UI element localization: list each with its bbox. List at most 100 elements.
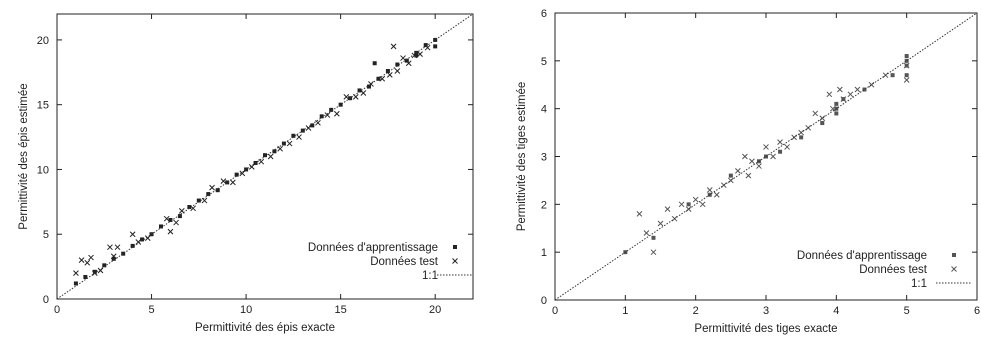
training-point	[728, 173, 733, 178]
training-point	[281, 141, 286, 146]
test-point	[735, 167, 741, 174]
identity-line	[555, 13, 977, 300]
x-tick-label: 2	[693, 305, 699, 317]
legend: Données d'apprentissage Données test 1:1	[797, 250, 972, 290]
test-point	[286, 140, 293, 147]
y-tick-label: 3	[541, 152, 547, 164]
training-point	[121, 251, 126, 256]
identity-line	[57, 14, 473, 299]
test-point	[745, 172, 752, 179]
training-point	[225, 180, 230, 185]
training-point	[215, 188, 220, 193]
training-point	[834, 111, 839, 116]
data-layer	[555, 13, 977, 300]
test-point	[209, 184, 215, 191]
legend-square-symbol	[453, 245, 457, 249]
test-point	[343, 94, 350, 100]
test-point	[277, 145, 283, 152]
training-point	[433, 37, 438, 42]
test-point	[812, 110, 819, 117]
chart-epis-svg: 0 5 10 15 20 0 5 10 15 20 Permittivité des épis ex…	[18, 13, 474, 334]
test-point	[315, 119, 321, 126]
training-point	[686, 202, 691, 207]
training-point	[140, 237, 145, 242]
test-point	[742, 153, 748, 160]
test-point	[386, 72, 393, 78]
training-point	[904, 58, 909, 63]
legend-label: Données d'apprentissage	[308, 242, 438, 254]
training-point	[92, 269, 97, 274]
chart-tiges: 0 1 2 3 4 5 6 0 1 2 3 4 5 6 Permittivité des tiges exa…	[490, 0, 981, 345]
x-tick-label: 3	[763, 305, 769, 317]
training-point	[799, 135, 804, 140]
training-point	[168, 217, 173, 222]
legend: Données d'apprentissage Données test 1:1	[308, 242, 473, 282]
test-point	[699, 201, 706, 208]
y-tick-label: 6	[541, 8, 547, 20]
training-point	[329, 107, 334, 112]
test-point	[129, 231, 136, 238]
y-tick-label: 0	[541, 295, 547, 307]
test-point	[650, 249, 657, 256]
training-point	[130, 243, 135, 248]
training-point	[904, 73, 909, 78]
test-point	[324, 112, 331, 118]
training-point	[372, 61, 377, 66]
test-point	[417, 51, 423, 58]
training-point	[357, 88, 362, 93]
test-point	[692, 196, 699, 203]
y-tick-label: 15	[37, 100, 49, 112]
training-point	[904, 54, 909, 59]
training-point	[862, 87, 867, 92]
x-tick-label: 6	[974, 305, 980, 317]
test-point	[88, 254, 94, 261]
test-point	[713, 191, 720, 198]
x-tick-label: 15	[335, 304, 347, 316]
legend-label: 1:1	[422, 270, 438, 282]
test-point	[770, 153, 776, 160]
test-point	[636, 211, 643, 217]
training-point	[395, 62, 400, 67]
y-tick-label: 5	[43, 229, 49, 241]
test-point	[854, 86, 861, 93]
y-tick-label: 4	[541, 104, 547, 116]
y-tick-label: 5	[541, 56, 547, 68]
test-point	[239, 170, 246, 177]
test-point	[201, 197, 208, 204]
y-axis-title: Permittivité des épis estimée	[18, 83, 30, 229]
training-point	[338, 102, 343, 107]
test-point	[840, 96, 847, 102]
training-point	[159, 224, 163, 229]
test-point	[135, 239, 142, 245]
test-point	[390, 43, 397, 50]
x-axis-title: Permittivité des tiges exacte	[694, 323, 837, 335]
training-point	[272, 149, 277, 154]
data-layer	[57, 14, 473, 299]
test-point	[763, 144, 769, 150]
x-tick-label: 4	[833, 305, 839, 317]
legend-label: Données test	[370, 256, 439, 268]
x-tick-label: 20	[429, 304, 441, 316]
x-tick-label: 1	[622, 305, 628, 317]
y-tick-label: 1	[541, 247, 547, 259]
test-point	[163, 215, 170, 222]
test-point	[110, 253, 117, 260]
test-point	[248, 164, 255, 170]
legend-cross-symbol	[452, 258, 458, 264]
training-point	[834, 101, 839, 106]
x-tick-label: 10	[240, 304, 252, 316]
x-tick-label: 0	[552, 305, 558, 317]
test-point	[706, 187, 713, 193]
training-point	[820, 121, 825, 126]
y-tick-label: 20	[37, 35, 49, 47]
test-point	[400, 55, 406, 61]
chart-tiges-svg: 0 1 2 3 4 5 6 0 1 2 3 4 5 6 Permittivité des tiges exa…	[516, 8, 980, 335]
test-point	[334, 110, 340, 117]
legend-label: Données d'apprentissage	[797, 250, 927, 262]
test-point	[360, 90, 367, 96]
test-point	[836, 86, 843, 93]
test-point	[107, 244, 113, 251]
y-tick-label: 0	[43, 294, 49, 306]
test-point	[296, 134, 302, 140]
training-point	[385, 69, 390, 73]
